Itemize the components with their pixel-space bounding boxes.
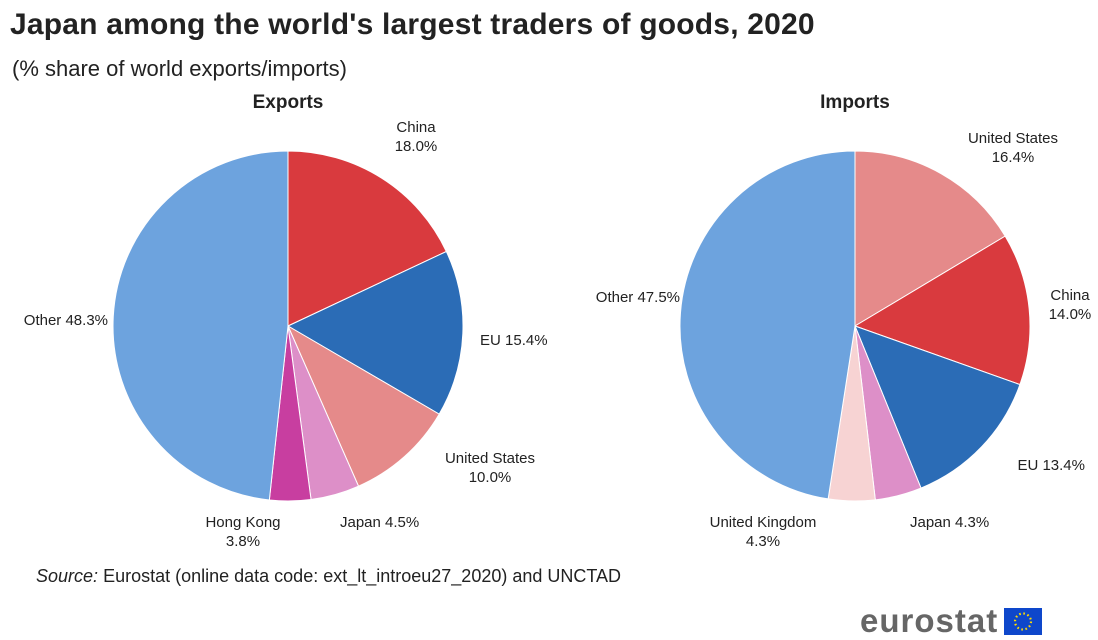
- exports-slice-china: [287, 150, 448, 327]
- exports-label-china: China 18.0%: [395, 119, 438, 155]
- exports-label-united-states: United States 10.0%: [445, 450, 535, 486]
- exports-label-hong-kong: Hong Kong 3.8%: [205, 514, 280, 550]
- exports-label-eu: EU 15.4%: [480, 332, 548, 349]
- imports-label-united-states: United States 16.4%: [968, 130, 1058, 166]
- imports-label-united-kingdom: United Kingdom 4.3%: [710, 514, 817, 550]
- exports-label-japan: Japan 4.5%: [340, 514, 419, 531]
- imports-slice-other: [679, 150, 856, 500]
- imports-label-eu: EU 13.4%: [1017, 457, 1085, 474]
- imports-label-china: China 14.0%: [1049, 287, 1092, 323]
- eu-flag-icon: [1004, 607, 1043, 635]
- imports-title: Imports: [820, 92, 890, 113]
- imports-slice-china: [853, 235, 1031, 386]
- exports-label-other: Other 48.3%: [24, 312, 108, 329]
- exports-pie: Exports China 18.0% EU 15.4% United States 10…: [24, 92, 548, 550]
- imports-pie: Imports United States 16.4% China 14.0% EU 13…: [596, 92, 1091, 550]
- imports-slice-united-states: [854, 150, 1006, 327]
- source-text: Eurostat (online data code: ext_lt_intro…: [103, 566, 622, 586]
- exports-slice-other: [112, 150, 289, 501]
- pie-charts: Exports China 18.0% EU 15.4% United States 10…: [24, 92, 1091, 550]
- chart-subtitle: (% share of world exports/imports): [12, 56, 347, 81]
- imports-label-japan: Japan 4.3%: [910, 514, 989, 531]
- exports-title: Exports: [253, 92, 324, 113]
- logo-text: eurostat: [860, 602, 999, 639]
- exports-slice-united-states: [286, 324, 440, 487]
- eurostat-logo: eurostat: [860, 602, 1043, 639]
- imports-slice-eu: [854, 325, 1021, 489]
- chart-title: Japan among the world's largest traders …: [10, 8, 815, 41]
- source-note: Source: Eurostat (online data code: ext_…: [36, 566, 621, 587]
- exports-slice-eu: [286, 250, 464, 415]
- source-prefix: Source:: [36, 566, 99, 586]
- imports-label-other: Other 47.5%: [596, 289, 680, 306]
